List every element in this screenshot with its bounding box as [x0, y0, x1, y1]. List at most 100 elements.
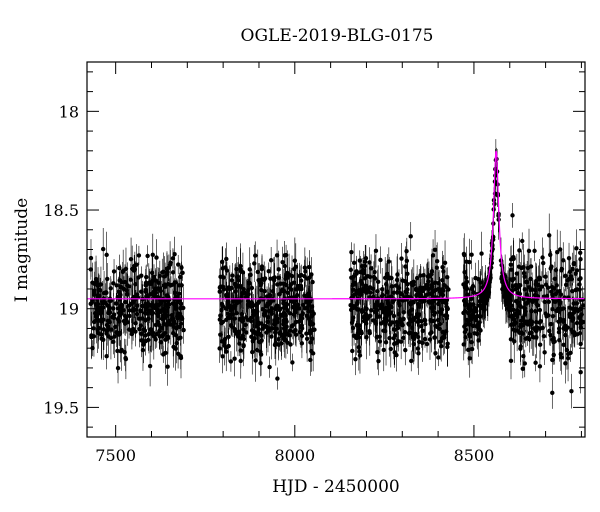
data-point [95, 311, 100, 331]
data-point [462, 307, 467, 346]
data-point [551, 345, 556, 365]
data-point [563, 309, 569, 350]
data-point [533, 354, 538, 372]
data-points [88, 139, 585, 409]
data-point [388, 330, 393, 368]
data-point [555, 229, 560, 275]
data-point [381, 314, 386, 347]
data-point [140, 329, 146, 371]
data-point [290, 353, 295, 372]
data-point [301, 292, 306, 318]
data-point [569, 283, 575, 300]
data-point [373, 300, 379, 321]
data-point [141, 311, 147, 348]
data-point [130, 296, 136, 325]
data-point [127, 301, 132, 331]
data-point [136, 245, 142, 265]
data-point [365, 279, 370, 300]
data-point [403, 246, 408, 287]
data-point [559, 340, 564, 375]
data-point [104, 231, 109, 279]
data-point [225, 289, 231, 325]
data-point [415, 305, 420, 339]
data-point [557, 318, 562, 362]
data-point [522, 299, 527, 344]
data-point [419, 278, 424, 314]
data-point [312, 314, 317, 345]
data-point [549, 264, 555, 310]
data-point [269, 313, 274, 360]
data-point [373, 234, 379, 268]
data-point [222, 325, 227, 366]
data-point [234, 246, 239, 292]
data-point [361, 251, 366, 296]
y-tick-label: 19 [59, 300, 79, 319]
data-point [461, 237, 467, 270]
data-point [240, 316, 246, 355]
data-point [432, 325, 437, 350]
data-point [229, 316, 235, 337]
data-point [572, 322, 577, 348]
data-point [230, 262, 235, 289]
data-point [348, 250, 354, 290]
x-tick-label: 8500 [454, 446, 495, 465]
data-point [577, 308, 582, 327]
data-point [107, 291, 112, 324]
data-point [377, 328, 383, 355]
data-point [148, 313, 154, 347]
data-point [550, 376, 555, 409]
plot-frame [86, 61, 586, 438]
data-point [542, 287, 547, 317]
data-point [549, 283, 554, 301]
data-point [268, 247, 274, 274]
data-point [574, 229, 579, 268]
data-point [138, 313, 144, 338]
data-point [420, 311, 426, 351]
data-point [577, 259, 582, 300]
data-point [288, 328, 293, 361]
data-point [466, 305, 471, 322]
data-point [409, 350, 414, 372]
data-point [371, 261, 377, 293]
data-point [112, 315, 117, 359]
data-point [141, 326, 146, 364]
data-point [554, 267, 559, 304]
data-point [546, 288, 552, 316]
data-point [367, 247, 372, 278]
data-point [254, 285, 260, 324]
data-point [375, 265, 381, 299]
data-point [385, 284, 391, 322]
data-point [119, 272, 125, 293]
data-point [168, 249, 173, 276]
data-point [276, 250, 281, 289]
data-point [138, 298, 143, 323]
model-curve [87, 150, 585, 300]
data-point [508, 246, 514, 284]
data-point [532, 285, 538, 305]
data-point [248, 311, 254, 331]
data-point [161, 345, 166, 363]
data-point [88, 239, 94, 277]
data-point [220, 301, 226, 343]
data-point [392, 324, 398, 347]
data-point [304, 296, 310, 336]
data-point [100, 227, 106, 271]
data-point [410, 313, 416, 360]
data-point [375, 293, 380, 340]
data-point [151, 279, 156, 306]
data-point [178, 329, 183, 346]
data-point [133, 261, 138, 308]
y-tick-label: 18 [59, 102, 79, 121]
data-point [567, 257, 573, 286]
data-point [253, 241, 258, 270]
data-point [548, 324, 553, 346]
y-tick-label: 18.5 [43, 201, 79, 220]
data-point [147, 345, 153, 387]
data-point [168, 304, 174, 345]
data-point [532, 240, 537, 262]
data-point [145, 297, 150, 330]
data-point [563, 343, 568, 384]
data-point [394, 338, 399, 372]
data-point [430, 239, 436, 272]
data-point [219, 246, 225, 277]
